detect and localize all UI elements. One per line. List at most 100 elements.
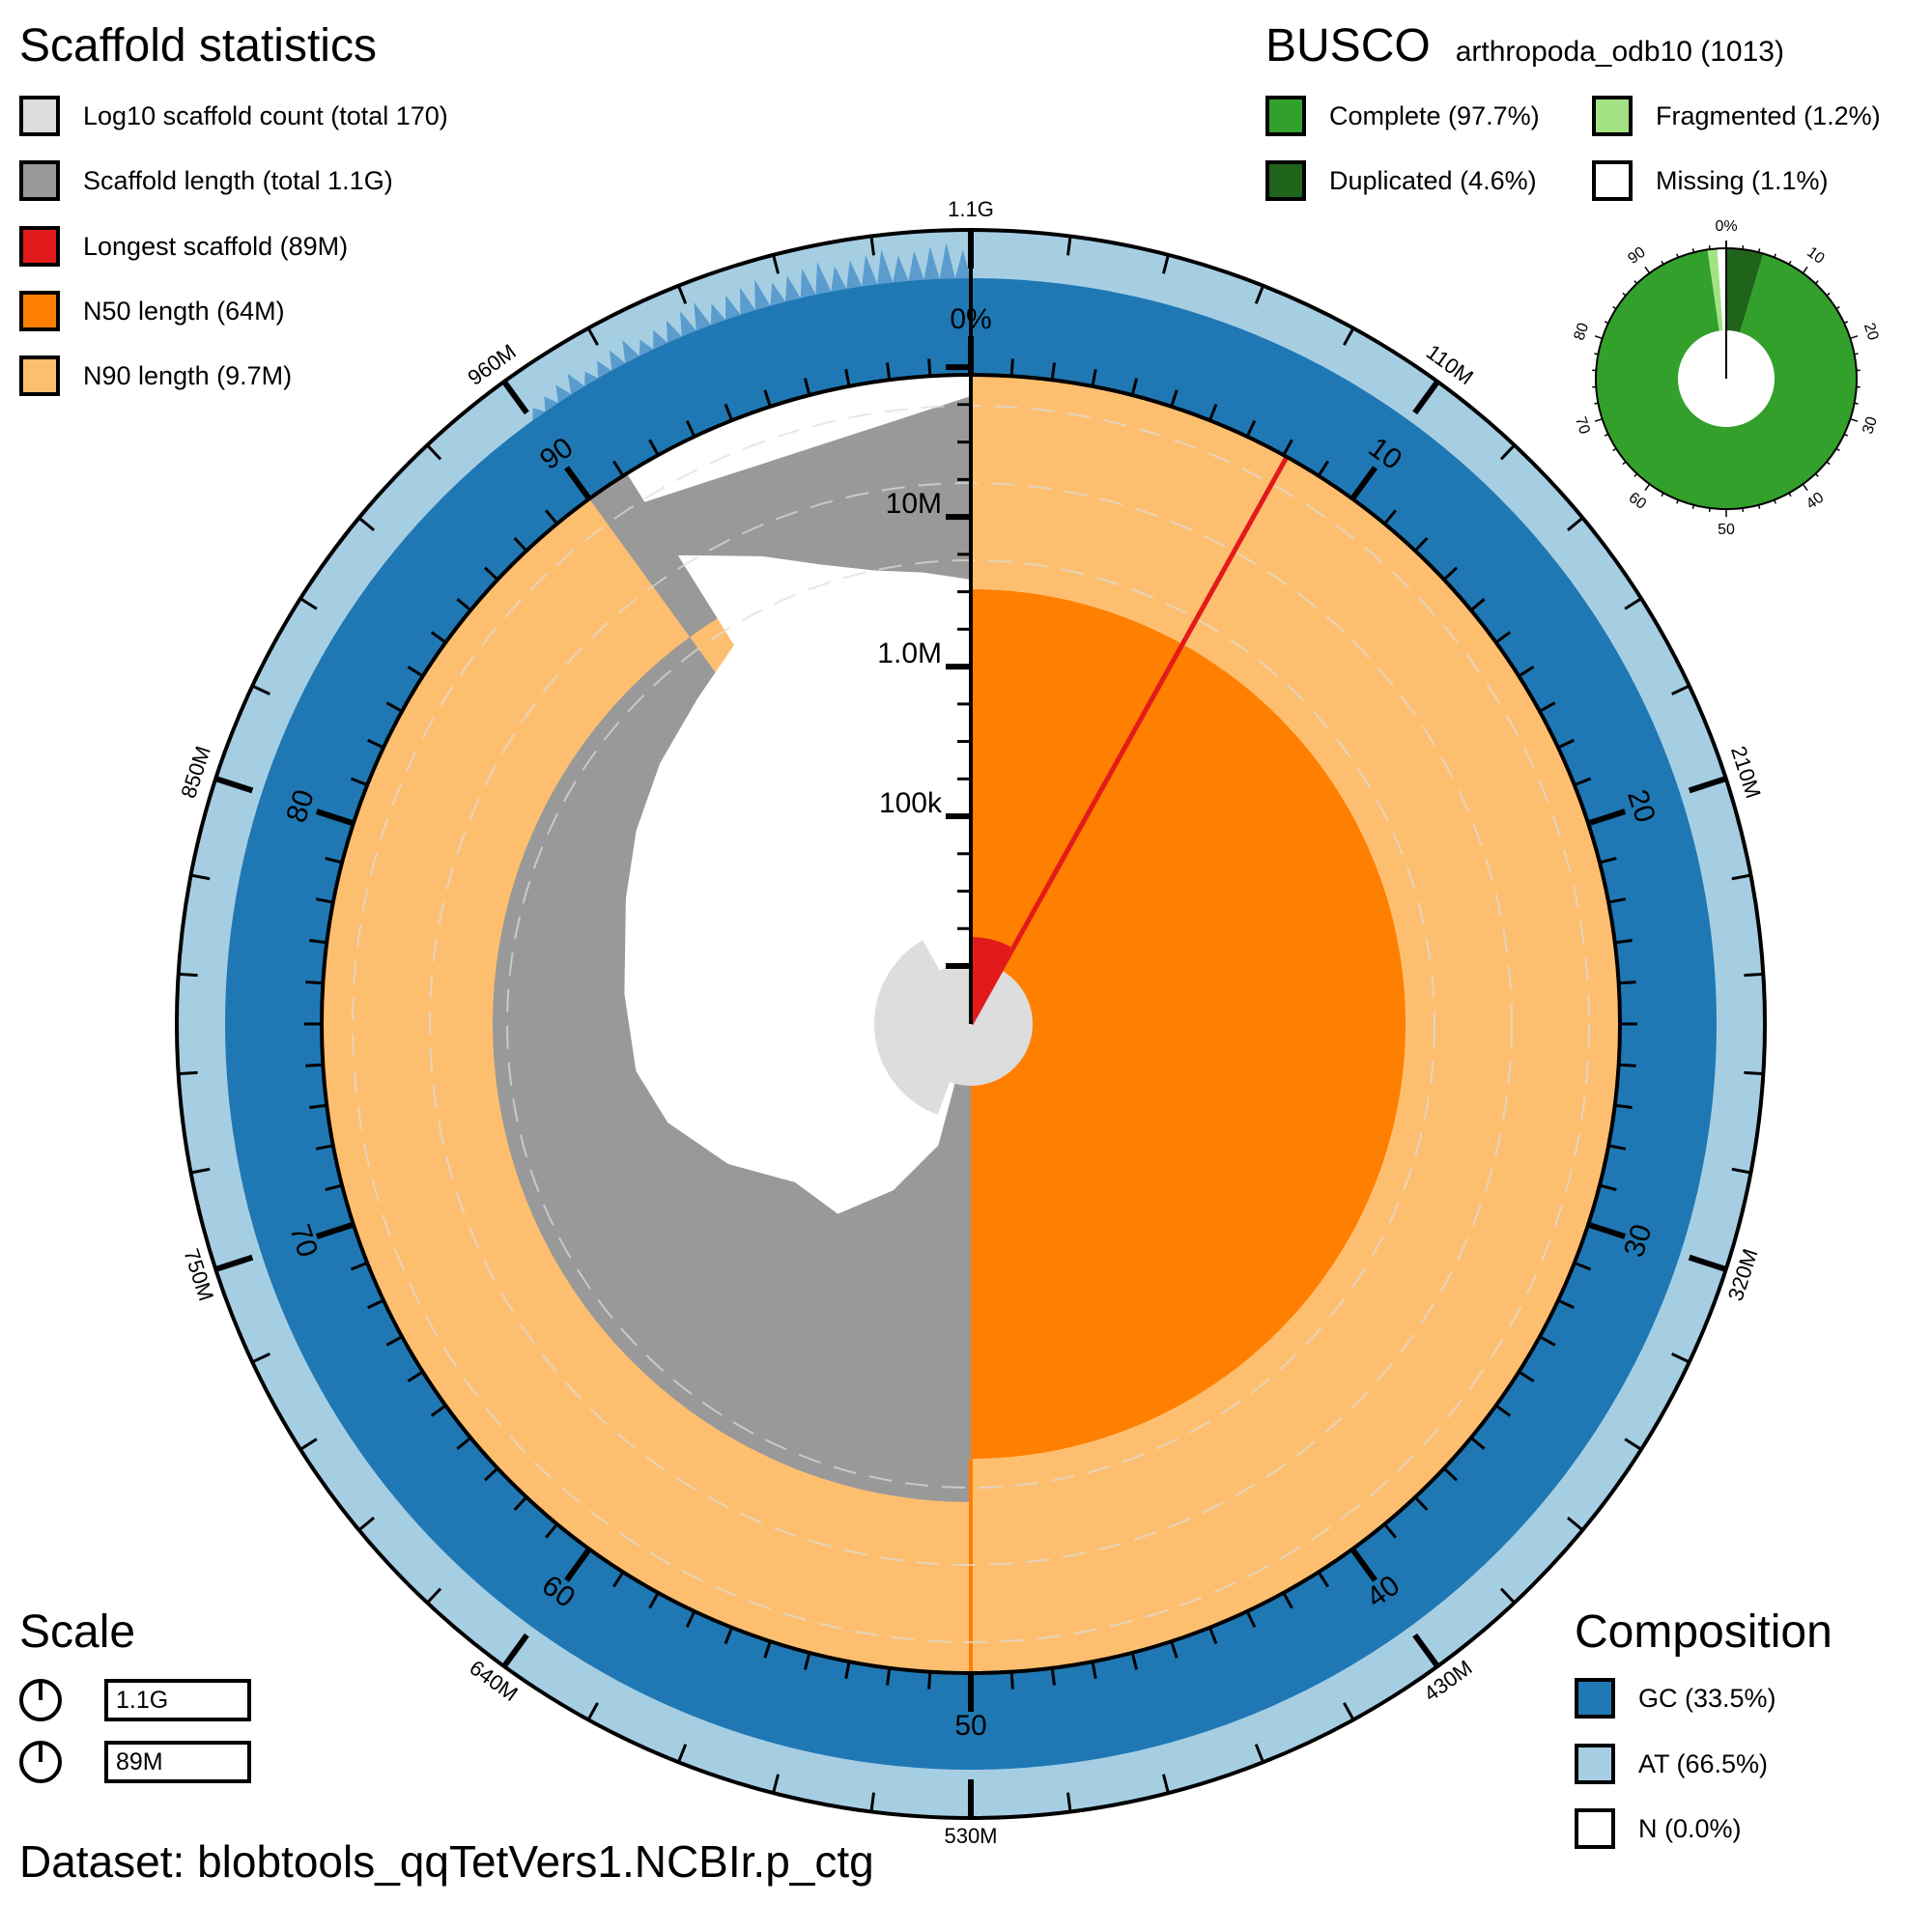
busco-tick	[1854, 353, 1859, 355]
percent-tick	[1282, 439, 1293, 456]
percent-tick	[612, 1571, 625, 1588]
percent-tick	[367, 1298, 384, 1310]
busco-tick	[1854, 402, 1859, 405]
length-tick	[178, 972, 198, 978]
busco-title: BUSCO arthropoda_odb10 (1013)	[1265, 23, 1784, 70]
legend-swatch	[1265, 160, 1306, 201]
length-tick	[299, 597, 318, 611]
length-tick	[1744, 1070, 1764, 1076]
length-tick	[1412, 380, 1440, 415]
percent-tick	[1587, 809, 1627, 827]
length-tick	[1066, 236, 1072, 256]
scale-box: 1.1G	[104, 1679, 251, 1721]
busco-tick	[1634, 280, 1638, 285]
busco-tick	[1691, 504, 1695, 509]
busco-heading: BUSCO	[1265, 20, 1431, 71]
busco-tick	[1843, 433, 1849, 437]
percent-tick	[1091, 1661, 1097, 1680]
length-tick	[772, 254, 781, 274]
busco-tick	[1634, 472, 1638, 477]
percent-tick	[1574, 777, 1592, 787]
legend-n: N (0.0%)	[1575, 1808, 1742, 1849]
legend-gc: GC (33.5%)	[1575, 1678, 1776, 1719]
legend-label: Scaffold length (total 1.1G)	[83, 165, 393, 195]
legend-label: N50 length (64M)	[83, 296, 285, 326]
busco-tick-label: 80	[1572, 321, 1593, 342]
scale-box: 89M	[104, 1741, 251, 1783]
percent-tick	[1170, 1640, 1179, 1659]
length-tick	[501, 1633, 529, 1668]
percent-tick	[1413, 536, 1429, 553]
legend-label: Log10 scaffold count (total 170)	[83, 100, 448, 130]
tail-length-steps	[601, 396, 971, 672]
percent-tick	[1009, 1671, 1014, 1690]
percent-tick	[325, 856, 343, 865]
length-tick	[1499, 443, 1516, 461]
percent-tick	[648, 1592, 660, 1609]
busco-tick	[1604, 433, 1609, 437]
percent-tick	[886, 1667, 892, 1686]
busco-tick	[1850, 418, 1859, 422]
busco-tick	[1757, 248, 1761, 253]
legend-swatch	[19, 355, 60, 396]
percent-tick	[1518, 666, 1535, 678]
axis-ticks	[175, 228, 1767, 1820]
busco-tick	[1612, 305, 1617, 310]
length-tick	[1412, 1633, 1440, 1668]
busco-tick	[1757, 504, 1761, 509]
legend-label: AT (66.5%)	[1638, 1748, 1769, 1778]
radial-label: 1.0M	[877, 638, 942, 669]
percent-label: 0%	[950, 303, 991, 335]
length-tick	[426, 443, 442, 461]
percent-tick	[1469, 598, 1486, 611]
percent-tick	[367, 738, 384, 750]
legend-n50-length: N50 length (64M)	[19, 291, 285, 331]
percent-tick	[483, 566, 499, 582]
percent-tick	[1599, 856, 1617, 865]
percent-tick	[1350, 1547, 1378, 1582]
percent-tick	[844, 1661, 851, 1680]
longest-scaffold-line	[968, 457, 1289, 1026]
scale-icons	[19, 1679, 62, 1783]
busco-tick	[1835, 305, 1840, 310]
legend-swatch	[1265, 96, 1306, 136]
legend-swatch	[1592, 96, 1633, 136]
busco-tick-label: 90	[1625, 244, 1648, 268]
busco-tick	[1622, 461, 1627, 466]
busco-tick	[1835, 447, 1840, 452]
length-tick	[251, 684, 270, 696]
percent-tick	[1539, 701, 1556, 713]
legend-at: AT (66.5%)	[1575, 1744, 1768, 1784]
length-tick	[677, 285, 688, 304]
percent-tick	[763, 389, 772, 408]
percent-tick	[844, 368, 851, 387]
length-tick	[1066, 1792, 1072, 1812]
legend-label: N90 length (9.7M)	[83, 360, 293, 390]
legend-n90-length: N90 length (9.7M)	[19, 355, 292, 396]
legend-label: Fragmented (1.2%)	[1656, 100, 1881, 130]
percent-tick	[350, 1261, 368, 1271]
length-tick	[1161, 1774, 1170, 1794]
busco-tick	[1594, 418, 1603, 422]
scaffold-stats-title: Scaffold statistics	[19, 20, 377, 71]
busco-tick-label: 50	[1718, 522, 1735, 538]
busco-tick	[1594, 402, 1599, 405]
percent-tick	[803, 378, 811, 396]
percent-tick	[1413, 1495, 1429, 1512]
legend-swatch	[1592, 160, 1633, 201]
legend-label: Missing (1.1%)	[1656, 165, 1829, 195]
percent-tick	[1282, 1592, 1293, 1609]
busco-tick	[1826, 292, 1831, 297]
percent-label: 50	[954, 1710, 986, 1742]
length-tick	[1161, 254, 1170, 274]
percent-tick	[1050, 362, 1056, 381]
percent-tick	[763, 1640, 772, 1659]
percent-tick	[1494, 631, 1512, 644]
length-tick	[1688, 1254, 1727, 1272]
percent-tick	[1557, 1298, 1575, 1310]
percent-tick	[456, 598, 472, 611]
busco-tick	[1708, 507, 1711, 512]
length-tick	[178, 1070, 198, 1076]
percent-tick	[315, 1221, 355, 1239]
busco-tick	[1843, 321, 1849, 325]
